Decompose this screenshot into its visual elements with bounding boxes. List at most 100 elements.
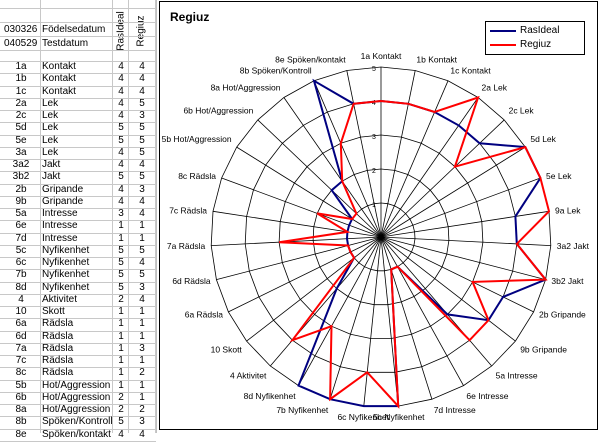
row-rasideal-cell[interactable]: 4 [118, 61, 124, 72]
row-rasideal-cell[interactable]: 4 [118, 73, 124, 85]
row-code-cell[interactable]: 7d [15, 232, 27, 244]
row-regiuz-cell[interactable]: 4 [139, 85, 145, 97]
row-description-cell[interactable]: Nyfikenhet [42, 269, 90, 281]
row-description-cell[interactable]: Nyfikenhet [42, 281, 90, 293]
row-code-cell[interactable]: 3a2 [12, 159, 30, 170]
row-code-cell[interactable]: 10 [15, 306, 27, 317]
row-code-cell[interactable]: 2c [15, 110, 27, 121]
row-rasideal-cell[interactable]: 1 [118, 342, 124, 354]
row-description-cell[interactable]: Gripande [42, 195, 84, 207]
row-code-cell[interactable]: 7c [15, 355, 27, 366]
row-code-cell[interactable]: 6d [15, 330, 27, 342]
row-description-cell[interactable]: Lek [42, 134, 59, 146]
row-rasideal-cell[interactable]: 3 [118, 208, 124, 219]
row-code-cell[interactable]: 5a [15, 208, 27, 219]
row-description-cell[interactable]: Rädsla [42, 342, 74, 354]
row-code-cell[interactable]: 6b [15, 391, 27, 403]
row-regiuz-cell[interactable]: 5 [139, 122, 145, 134]
row-rasideal-cell[interactable]: 4 [118, 146, 124, 158]
row-description-cell[interactable]: Intresse [42, 220, 78, 232]
row-regiuz-cell[interactable]: 1 [139, 379, 145, 391]
row-regiuz-cell[interactable]: 4 [139, 293, 145, 305]
row-description-cell[interactable]: Lek [42, 146, 59, 158]
row-regiuz-cell[interactable]: 4 [139, 159, 145, 170]
row-description-cell[interactable]: Kontakt [42, 61, 76, 72]
row-rasideal-cell[interactable]: 5 [118, 244, 124, 256]
row-description-cell[interactable]: Lek [42, 122, 59, 134]
row-rasideal-cell[interactable]: 2 [118, 391, 124, 403]
row-regiuz-cell[interactable]: 4 [139, 61, 145, 72]
row-rasideal-cell[interactable]: 1 [118, 220, 124, 232]
row-regiuz-cell[interactable]: 4 [139, 428, 145, 440]
row-rasideal-cell[interactable]: 1 [118, 330, 124, 342]
row-rasideal-cell[interactable]: 2 [118, 404, 124, 415]
row-code-cell[interactable]: 5b [15, 379, 27, 391]
birth-date-code[interactable]: 030326 [4, 24, 38, 35]
row-rasideal-cell[interactable]: 4 [118, 159, 124, 170]
row-description-cell[interactable]: Gripande [42, 183, 84, 195]
row-rasideal-cell[interactable]: 1 [118, 379, 124, 391]
row-regiuz-cell[interactable]: 5 [139, 134, 145, 146]
row-regiuz-cell[interactable]: 1 [139, 232, 145, 244]
row-code-cell[interactable]: 2b [15, 183, 27, 195]
row-code-cell[interactable]: 8c [15, 367, 27, 379]
row-rasideal-cell[interactable]: 5 [118, 269, 124, 281]
row-regiuz-cell[interactable]: 5 [139, 244, 145, 256]
row-code-cell[interactable]: 8d [15, 281, 27, 293]
row-regiuz-cell[interactable]: 5 [139, 146, 145, 158]
row-description-cell[interactable]: Rädsla [42, 367, 74, 379]
row-regiuz-cell[interactable]: 5 [139, 269, 145, 281]
row-code-cell[interactable]: 6a [15, 318, 27, 330]
row-code-cell[interactable]: 5c [15, 244, 27, 256]
chart-legend[interactable]: RasIdeal Regiuz [485, 21, 585, 55]
row-rasideal-cell[interactable]: 4 [118, 97, 124, 109]
row-regiuz-cell[interactable]: 1 [139, 391, 145, 403]
row-description-cell[interactable]: Nyfikenhet [42, 244, 90, 256]
row-regiuz-cell[interactable]: 3 [139, 281, 145, 293]
row-description-cell[interactable]: Nyfikenhet [42, 257, 90, 268]
row-description-cell[interactable]: Jakt [42, 159, 61, 170]
row-code-cell[interactable]: 5e [15, 134, 27, 146]
row-description-cell[interactable]: Lek [42, 97, 59, 109]
row-code-cell[interactable]: 5d [15, 122, 27, 134]
row-description-cell[interactable]: Spöken/kontakt [42, 428, 111, 440]
row-regiuz-cell[interactable]: 4 [139, 73, 145, 85]
row-rasideal-cell[interactable]: 5 [118, 134, 124, 146]
row-regiuz-cell[interactable]: 3 [139, 110, 145, 121]
row-rasideal-cell[interactable]: 1 [118, 355, 124, 366]
row-description-cell[interactable]: Skott [42, 306, 65, 317]
row-description-cell[interactable]: Hot/Aggression [42, 404, 111, 415]
test-date-code[interactable]: 040529 [4, 38, 38, 49]
row-regiuz-cell[interactable]: 5 [139, 171, 145, 183]
row-rasideal-cell[interactable]: 2 [118, 293, 124, 305]
row-regiuz-cell[interactable]: 1 [139, 355, 145, 366]
row-description-cell[interactable]: Rädsla [42, 318, 74, 330]
row-code-cell[interactable]: 2a [15, 97, 27, 109]
row-code-cell[interactable]: 6e [15, 220, 27, 232]
row-regiuz-cell[interactable]: 1 [139, 330, 145, 342]
row-regiuz-cell[interactable]: 2 [139, 404, 145, 415]
row-code-cell[interactable]: 7a [15, 342, 27, 354]
row-rasideal-cell[interactable]: 1 [118, 318, 124, 330]
row-description-cell[interactable]: Hot/Aggression [42, 379, 111, 391]
row-regiuz-cell[interactable]: 3 [139, 342, 145, 354]
row-description-cell[interactable]: Hot/Aggression [42, 391, 111, 403]
row-rasideal-cell[interactable]: 5 [118, 416, 124, 428]
row-regiuz-cell[interactable]: 3 [139, 416, 145, 428]
row-description-cell[interactable]: Spöken/Kontroll [42, 416, 113, 428]
row-code-cell[interactable]: 4 [18, 293, 24, 305]
row-rasideal-cell[interactable]: 4 [118, 183, 124, 195]
row-rasideal-cell[interactable]: 4 [118, 428, 124, 440]
row-rasideal-cell[interactable]: 1 [118, 232, 124, 244]
row-code-cell[interactable]: 9b [15, 195, 27, 207]
row-code-cell[interactable]: 8a [15, 404, 27, 415]
row-code-cell[interactable]: 8e [15, 428, 27, 440]
row-rasideal-cell[interactable]: 1 [118, 367, 124, 379]
row-description-cell[interactable]: Rädsla [42, 330, 74, 342]
row-code-cell[interactable]: 1c [15, 85, 27, 97]
row-regiuz-cell[interactable]: 1 [139, 318, 145, 330]
row-rasideal-cell[interactable]: 5 [118, 122, 124, 134]
row-rasideal-cell[interactable]: 5 [118, 171, 124, 183]
row-code-cell[interactable]: 1a [15, 61, 27, 72]
row-regiuz-cell[interactable]: 4 [139, 208, 145, 219]
